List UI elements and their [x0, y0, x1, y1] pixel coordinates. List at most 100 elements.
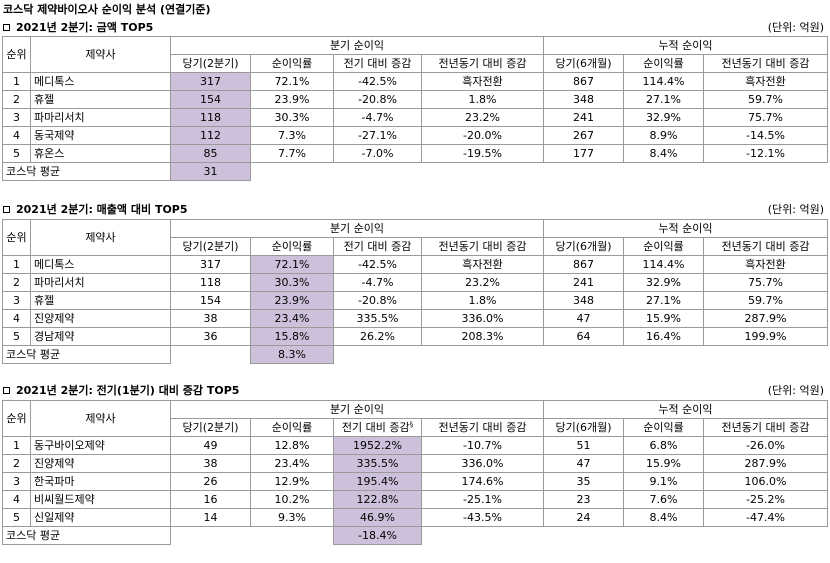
q-yoy-cell: -43.5% — [421, 508, 544, 527]
rank-cell: 3 — [2, 472, 31, 491]
q-qoq-cell: 1952.2% — [333, 436, 422, 455]
c-yoy-cell: 199.9% — [703, 327, 828, 346]
square-marker-icon — [3, 386, 10, 394]
table-row: 3 파마리서치 118 30.3% -4.7% 23.2% 241 32.9% … — [2, 108, 828, 127]
c-current-cell: 241 — [543, 273, 624, 292]
table-row: 5 휴온스 85 7.7% -7.0% -19.5% 177 8.4% -12.… — [2, 144, 828, 163]
q-qoq-header: 전기 대비 증감 — [333, 237, 422, 256]
section-2-table: 순위 제약사 분기 순이익 누적 순이익 당기(2분기) 순이익률 전기 대비 … — [2, 219, 828, 364]
c-yoy-cell: 287.9% — [703, 454, 828, 473]
table-row: 4 진양제약 38 23.4% 335.5% 336.0% 47 15.9% 2… — [2, 309, 828, 328]
table-row: 2 휴젤 154 23.9% -20.8% 1.8% 348 27.1% 59.… — [2, 90, 828, 109]
company-cell: 진양제약 — [30, 454, 171, 473]
company-header: 제약사 — [30, 36, 171, 73]
table-row: 3 한국파마 26 12.9% 195.4% 174.6% 35 9.1% 10… — [2, 472, 828, 491]
q-current-header: 당기(2분기) — [170, 418, 251, 437]
q-current-cell: 38 — [170, 309, 251, 328]
c-current-cell: 177 — [543, 144, 624, 163]
q-current-cell: 85 — [170, 144, 251, 163]
table-row: 4 동국제약 112 7.3% -27.1% -20.0% 267 8.9% -… — [2, 126, 828, 145]
q-margin-cell: 72.1% — [250, 255, 334, 274]
q-margin-cell: 30.3% — [250, 273, 334, 292]
q-qoq-cell: -42.5% — [333, 72, 422, 91]
rank-cell: 5 — [2, 508, 31, 527]
q-margin-header: 순이익률 — [250, 418, 334, 437]
c-current-header: 당기(6개월) — [543, 418, 624, 437]
quarterly-header: 분기 순이익 — [170, 36, 544, 55]
quarterly-header: 분기 순이익 — [170, 400, 544, 419]
c-current-cell: 23 — [543, 490, 624, 509]
q-yoy-cell: 336.0% — [421, 454, 544, 473]
q-margin-cell: 72.1% — [250, 72, 334, 91]
rank-cell: 5 — [2, 327, 31, 346]
company-cell: 파마리서치 — [30, 108, 171, 127]
c-current-cell: 867 — [543, 72, 624, 91]
q-margin-cell: 7.3% — [250, 126, 334, 145]
table-row: 1 메디톡스 317 72.1% -42.5% 흑자전환 867 114.4% … — [2, 72, 828, 91]
q-margin-cell: 23.4% — [250, 454, 334, 473]
c-current-cell: 64 — [543, 327, 624, 346]
c-yoy-header: 전년동기 대비 증감 — [703, 418, 828, 437]
header-row: 순위 제약사 분기 순이익 누적 순이익 — [2, 36, 828, 73]
q-margin-cell: 23.4% — [250, 309, 334, 328]
q-margin-cell: 10.2% — [250, 490, 334, 509]
q-qoq-cell: 26.2% — [333, 327, 422, 346]
q-current-cell: 14 — [170, 508, 251, 527]
c-margin-cell: 16.4% — [623, 327, 704, 346]
rank-cell: 1 — [2, 255, 31, 274]
q-qoq-cell: 335.5% — [333, 309, 422, 328]
q-qoq-cell: 195.4% — [333, 472, 422, 491]
document-title: 코스닥 제약바이오사 순이익 분석 (연결기준) — [3, 3, 211, 16]
q-yoy-cell: -19.5% — [421, 144, 544, 163]
section-3-title: 2021년 2분기: 전기(1분기) 대비 증감 TOP5 — [3, 382, 239, 398]
c-yoy-cell: -12.1% — [703, 144, 828, 163]
cumulative-header: 누적 순이익 — [543, 400, 828, 419]
c-margin-cell: 114.4% — [623, 72, 704, 91]
q-yoy-cell: -20.0% — [421, 126, 544, 145]
q-current-cell: 36 — [170, 327, 251, 346]
company-header: 제약사 — [30, 219, 171, 256]
section-1-title: 2021년 2분기: 금액 TOP5 — [3, 19, 153, 35]
q-yoy-cell: 336.0% — [421, 309, 544, 328]
c-margin-cell: 6.8% — [623, 436, 704, 455]
rank-cell: 1 — [2, 72, 31, 91]
rank-header: 순위 — [2, 36, 31, 73]
table-row: 2 파마리서치 118 30.3% -4.7% 23.2% 241 32.9% … — [2, 273, 828, 292]
c-margin-cell: 8.4% — [623, 144, 704, 163]
subheader-row: 당기(2분기) 순이익률 전기 대비 증감§ 전년동기 대비 증감 당기(6개월… — [3, 418, 828, 437]
c-yoy-cell: 75.7% — [703, 108, 828, 127]
c-yoy-cell: 59.7% — [703, 90, 828, 109]
table-row: 1 동구바이오제약 49 12.8% 1952.2% -10.7% 51 6.8… — [2, 436, 828, 455]
company-cell: 휴젤 — [30, 90, 171, 109]
q-current-cell: 118 — [170, 108, 251, 127]
table-row: 3 휴젤 154 23.9% -20.8% 1.8% 348 27.1% 59.… — [2, 291, 828, 310]
rank-cell: 4 — [2, 126, 31, 145]
c-margin-header: 순이익률 — [623, 237, 704, 256]
c-yoy-cell: 흑자전환 — [703, 255, 828, 274]
c-yoy-header: 전년동기 대비 증감 — [703, 54, 828, 73]
rank-header: 순위 — [2, 219, 31, 256]
c-yoy-cell: -25.2% — [703, 490, 828, 509]
q-margin-cell: 12.8% — [250, 436, 334, 455]
q-current-cell: 16 — [170, 490, 251, 509]
q-current-header: 당기(2분기) — [170, 54, 251, 73]
c-current-cell: 867 — [543, 255, 624, 274]
average-value: -18.4% — [333, 526, 422, 545]
section-2-unit: (단위: 억원) — [767, 203, 824, 216]
c-current-cell: 35 — [543, 472, 624, 491]
q-current-cell: 112 — [170, 126, 251, 145]
c-margin-cell: 8.9% — [623, 126, 704, 145]
average-row: 코스닥 평균 -18.4% — [2, 526, 828, 545]
q-qoq-cell: 46.9% — [333, 508, 422, 527]
q-qoq-cell: -4.7% — [333, 273, 422, 292]
subheader-row: 당기(2분기) 순이익률 전기 대비 증감 전년동기 대비 증감 당기(6개월)… — [3, 237, 828, 256]
q-margin-cell: 15.8% — [250, 327, 334, 346]
company-cell: 진양제약 — [30, 309, 171, 328]
q-current-cell: 154 — [170, 90, 251, 109]
q-margin-cell: 9.3% — [250, 508, 334, 527]
rank-cell: 2 — [2, 273, 31, 292]
c-current-cell: 267 — [543, 126, 624, 145]
company-cell: 한국파마 — [30, 472, 171, 491]
c-margin-cell: 27.1% — [623, 90, 704, 109]
q-yoy-cell: 208.3% — [421, 327, 544, 346]
